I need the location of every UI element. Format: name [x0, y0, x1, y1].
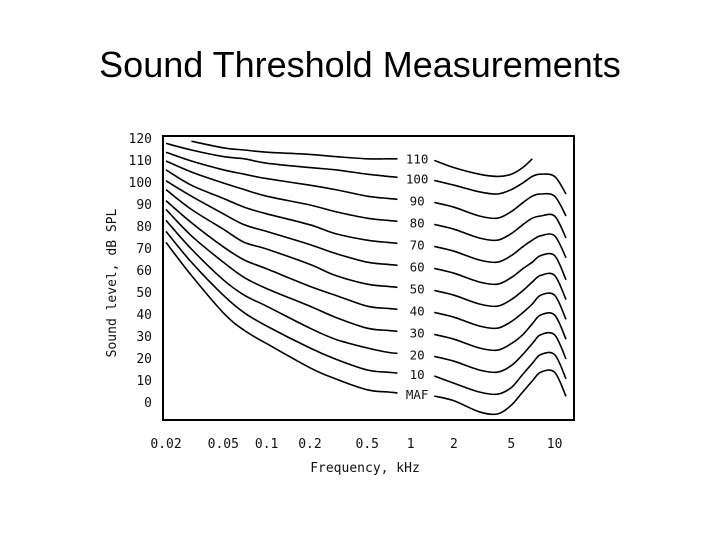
curve-40	[434, 292, 567, 330]
y-tick-label: 80	[136, 220, 152, 235]
curve-30	[165, 208, 398, 333]
y-tick-labels: 0 10 20 30 40 50 60 70 80 90 100 110 120	[129, 132, 152, 411]
x-tick-label: 10	[547, 437, 563, 452]
x-tick-label: 1	[407, 437, 415, 452]
curve-label-30: 30	[410, 325, 425, 340]
curve-100	[165, 142, 398, 179]
curve-label-80: 80	[410, 215, 425, 230]
curve-label-50: 50	[410, 281, 425, 296]
curve-20	[434, 331, 567, 374]
curve-label-100: 100	[406, 171, 429, 186]
curve-label-maf: MAF	[406, 387, 429, 402]
x-tick-label: 0.1	[255, 437, 278, 452]
curve-label-20: 20	[410, 347, 425, 362]
y-tick-label: 120	[129, 132, 152, 147]
curve-90	[434, 192, 567, 220]
curve-maf	[434, 369, 567, 416]
y-tick-label: 0	[144, 396, 152, 411]
y-tick-label: 110	[129, 154, 152, 169]
curve-110	[191, 140, 398, 160]
curve-50	[434, 272, 567, 308]
y-tick-label: 70	[136, 242, 152, 257]
curve-20	[165, 219, 398, 355]
curve-label-40: 40	[410, 303, 425, 318]
curve-maf	[165, 241, 398, 394]
curves-group	[165, 140, 567, 416]
curve-70	[434, 233, 567, 264]
curve-label-90: 90	[410, 193, 425, 208]
x-tick-label: 0.02	[150, 437, 181, 452]
curve-90	[165, 151, 398, 201]
y-tick-label: 40	[136, 308, 152, 323]
slide-title: Sound Threshold Measurements	[99, 44, 621, 85]
curve-80	[434, 213, 567, 242]
curve-60	[165, 180, 398, 267]
y-tick-label: 100	[129, 176, 152, 191]
x-tick-label: 5	[507, 437, 515, 452]
curve-70	[165, 169, 398, 245]
curve-30	[434, 312, 567, 352]
y-tick-label: 20	[136, 352, 152, 367]
curve-40	[165, 199, 398, 311]
curve-80	[165, 160, 398, 223]
x-tick-label: 2	[450, 437, 458, 452]
y-tick-label: 50	[136, 286, 152, 301]
curve-labels-group: MAF 10 20 30 40 50 60 70 80 90 100 110	[406, 152, 429, 402]
curve-10	[165, 230, 398, 374]
curve-100	[434, 173, 567, 195]
x-axis-title: Frequency, kHz	[310, 461, 420, 476]
curve-110	[434, 158, 533, 178]
x-tick-labels: 0.02 0.05 0.1 0.2 0.5 1 2 5 10	[150, 437, 562, 452]
curve-10	[434, 351, 567, 396]
curve-label-70: 70	[410, 237, 425, 252]
x-tick-label: 0.5	[356, 437, 379, 452]
curve-label-60: 60	[410, 259, 425, 274]
y-tick-label: 10	[136, 374, 152, 389]
curve-60	[434, 252, 567, 286]
x-tick-label: 0.05	[208, 437, 239, 452]
curve-label-10: 10	[410, 367, 425, 382]
curve-label-110: 110	[406, 152, 429, 167]
plot-frame	[162, 135, 575, 421]
x-tick-label: 0.2	[298, 437, 321, 452]
y-tick-label: 30	[136, 330, 152, 345]
curve-50	[165, 188, 398, 289]
y-axis-title: Sound level, dB SPL	[105, 208, 120, 357]
y-tick-label: 90	[136, 198, 152, 213]
y-tick-label: 60	[136, 264, 152, 279]
